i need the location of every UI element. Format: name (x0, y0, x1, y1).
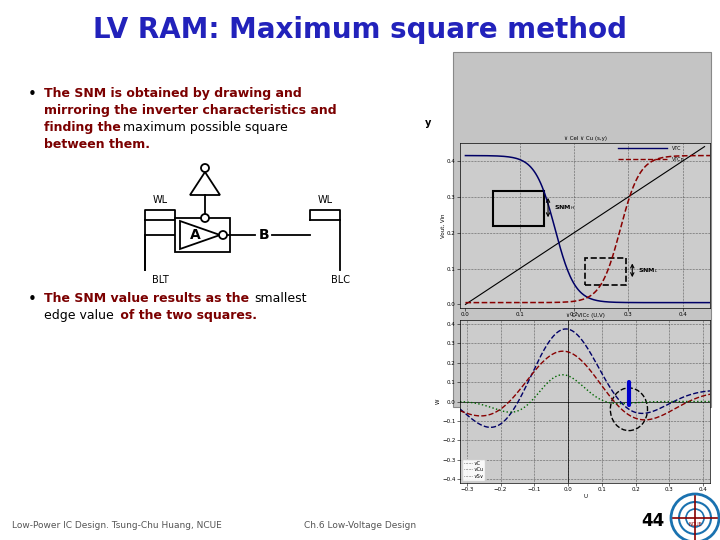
Text: of the two squares.: of the two squares. (116, 309, 257, 322)
Text: VTCn: VTCn (672, 157, 685, 161)
Text: Ch.6 Low-Voltage Design: Ch.6 Low-Voltage Design (304, 521, 416, 530)
Text: BLC: BLC (330, 275, 349, 285)
Text: WL: WL (318, 195, 333, 205)
Text: A: A (189, 228, 200, 242)
Text: WL: WL (153, 195, 168, 205)
Title: ∨ Cel ∨ Cu (s,y): ∨ Cel ∨ Cu (s,y) (564, 136, 606, 141)
Circle shape (201, 214, 209, 222)
Text: •: • (28, 87, 37, 102)
Text: Low-Power IC Design. Tsung-Chu Huang, NCUE: Low-Power IC Design. Tsung-Chu Huang, NC… (12, 521, 222, 530)
Text: edge value: edge value (44, 309, 114, 322)
Text: B: B (258, 228, 269, 242)
Y-axis label: Vout, Vin: Vout, Vin (441, 213, 446, 238)
Text: between them.: between them. (44, 138, 150, 151)
Circle shape (201, 164, 209, 172)
Text: VTC: VTC (672, 146, 681, 151)
Text: SNM$_H$: SNM$_H$ (554, 203, 575, 212)
Text: SNM$_L$: SNM$_L$ (638, 266, 658, 275)
Text: y: y (425, 118, 431, 129)
Text: LV RAM: Maximum square method: LV RAM: Maximum square method (93, 16, 627, 44)
Y-axis label: W: W (436, 399, 441, 404)
Text: BLT: BLT (152, 275, 168, 285)
X-axis label: U: U (583, 494, 587, 498)
Bar (175, 218, 230, 252)
Text: 44: 44 (642, 512, 665, 530)
Text: The SNM is obtained by drawing and: The SNM is obtained by drawing and (44, 87, 302, 100)
Text: finding the: finding the (44, 121, 125, 134)
Bar (453, 52, 711, 407)
Title: ∨ C VICc (U,V): ∨ C VICc (U,V) (566, 313, 604, 318)
Text: mirroring the inverter characteristics and: mirroring the inverter characteristics a… (44, 104, 337, 117)
Bar (492, 191, 544, 226)
Circle shape (219, 231, 227, 239)
Text: •: • (28, 292, 37, 307)
Bar (585, 258, 626, 285)
Text: The SNM value results as the: The SNM value results as the (44, 292, 253, 305)
Text: NCUE: NCUE (688, 522, 702, 526)
Text: maximum possible square: maximum possible square (123, 121, 288, 134)
Text: smallest: smallest (254, 292, 307, 305)
Legend: ∨C, ∨Cu, ∨S∨: ∨C, ∨Cu, ∨S∨ (462, 459, 485, 481)
X-axis label: Vn, Voutn: Vn, Voutn (572, 319, 598, 323)
